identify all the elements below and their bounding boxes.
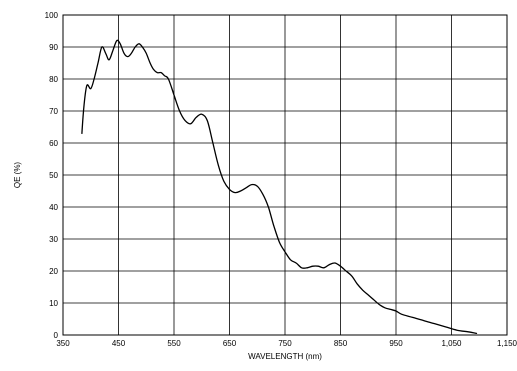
y-tick-label: 10	[49, 299, 58, 308]
y-tick-label: 60	[49, 139, 58, 148]
y-axis-label: QE (%)	[13, 162, 22, 189]
x-axis-ticks: 350 450 550 650 750 850 950 1,050 1,150	[56, 339, 517, 348]
x-tick-label: 750	[278, 339, 292, 348]
y-axis-ticks: 0 10 20 30 40 50 60 70 80 90 100	[45, 11, 59, 340]
y-tick-label: 90	[49, 43, 58, 52]
y-tick-label: 80	[49, 75, 58, 84]
x-tick-label: 650	[223, 339, 237, 348]
y-tick-label: 70	[49, 107, 58, 116]
x-tick-label: 950	[389, 339, 403, 348]
x-tick-label: 1,150	[497, 339, 517, 348]
x-tick-label: 850	[334, 339, 348, 348]
y-tick-label: 0	[54, 331, 59, 340]
x-tick-label: 550	[167, 339, 181, 348]
x-axis-label: WAVELENGTH (nm)	[248, 352, 322, 361]
chart-grid	[62, 14, 508, 336]
x-tick-label: 450	[112, 339, 126, 348]
y-tick-label: 50	[49, 171, 58, 180]
x-tick-label: 1,050	[441, 339, 462, 348]
y-tick-label: 40	[49, 203, 58, 212]
plot-frame	[62, 14, 508, 336]
y-tick-label: 30	[49, 235, 58, 244]
x-tick-label: 350	[56, 339, 70, 348]
qe-curve-line	[81, 39, 478, 335]
y-tick-label: 20	[49, 267, 58, 276]
y-tick-label: 100	[45, 11, 59, 20]
